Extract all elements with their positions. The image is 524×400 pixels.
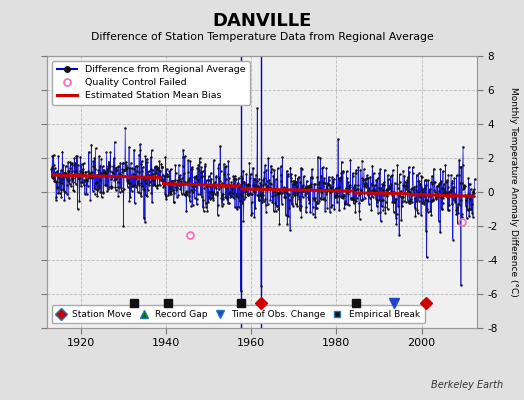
- Text: Difference of Station Temperature Data from Regional Average: Difference of Station Temperature Data f…: [91, 32, 433, 42]
- Text: DANVILLE: DANVILLE: [212, 12, 312, 30]
- Legend: Station Move, Record Gap, Time of Obs. Change, Empirical Break: Station Move, Record Gap, Time of Obs. C…: [52, 306, 425, 324]
- Y-axis label: Monthly Temperature Anomaly Difference (°C): Monthly Temperature Anomaly Difference (…: [509, 87, 518, 297]
- Text: Berkeley Earth: Berkeley Earth: [431, 380, 503, 390]
